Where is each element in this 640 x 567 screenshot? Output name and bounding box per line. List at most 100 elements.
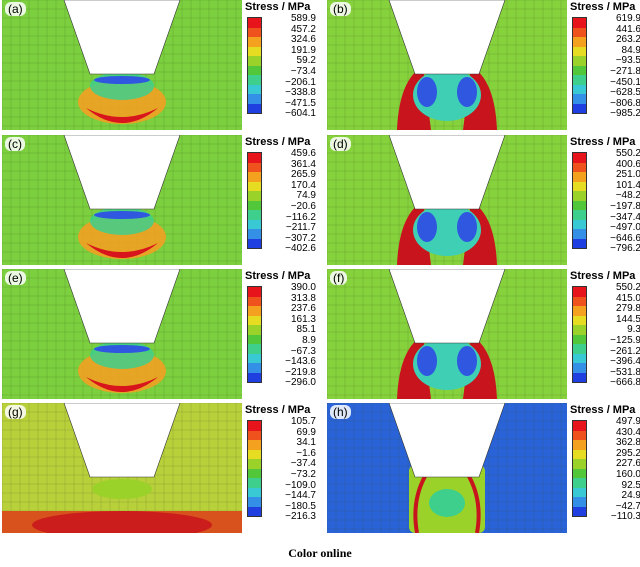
legend-tick: 441.6 bbox=[615, 23, 640, 35]
colorbar-segment bbox=[248, 94, 261, 104]
legend-tick: 550.2 bbox=[615, 148, 640, 159]
colorbar-segment bbox=[573, 287, 586, 297]
compressive-core-left bbox=[417, 212, 437, 242]
legend-tick: −93.5 bbox=[615, 55, 640, 67]
colorbar-segment bbox=[248, 191, 261, 201]
legend-tick: −531.8 bbox=[610, 366, 640, 378]
colorbar-segment bbox=[573, 103, 586, 113]
colorbar-segment bbox=[248, 421, 261, 431]
indenter-void bbox=[388, 403, 506, 478]
colorbar-segment bbox=[248, 468, 261, 478]
high-stress-band bbox=[32, 511, 212, 533]
legend-tick: −125.9 bbox=[610, 335, 640, 346]
colorbar-segment bbox=[573, 229, 586, 239]
high-stress-band bbox=[86, 377, 158, 392]
legend-tick: 313.8 bbox=[290, 292, 316, 304]
stress-legend: Stress / MPa 619.9 441.6 263.2 84.9 −93.5 −27… bbox=[570, 0, 640, 130]
legend-tick: −73.4 bbox=[290, 66, 316, 77]
colorbar-segment bbox=[248, 430, 261, 440]
indenter-void bbox=[388, 269, 506, 344]
colorbar-segment bbox=[573, 334, 586, 344]
stress-legend: Stress / MPa 589.9 457.2 324.6 191.9 59.2 −73… bbox=[245, 0, 323, 130]
legend-title: Stress / MPa bbox=[570, 136, 636, 148]
compressive-zone bbox=[92, 479, 152, 499]
legend-tick: 279.8 bbox=[615, 303, 640, 315]
panel-label: (f) bbox=[330, 271, 348, 285]
colorbar-segment bbox=[573, 421, 586, 431]
colorbar-segment bbox=[248, 478, 261, 488]
fem-stress-map bbox=[2, 0, 242, 130]
colorbar bbox=[572, 17, 587, 114]
legend-tick: −110.3 bbox=[610, 511, 640, 523]
compressive-core-left bbox=[417, 346, 437, 376]
colorbar-segment bbox=[248, 219, 261, 229]
colorbar-segment bbox=[248, 334, 261, 344]
colorbar-segment bbox=[573, 210, 586, 220]
panel-h: (h) Stress / MPa 497.9 430.4 362.8 295.2 227… bbox=[327, 403, 640, 533]
stress-legend: Stress / MPa 459.6 361.4 265.9 170.4 74.9 −20… bbox=[245, 135, 323, 265]
legend-tick: 24.9 bbox=[621, 490, 640, 502]
panel-label: (b) bbox=[330, 2, 351, 16]
colorbar-segment bbox=[248, 65, 261, 75]
legend-tick: 497.9 bbox=[615, 416, 640, 427]
panel-label: (c) bbox=[5, 137, 25, 151]
colorbar-segment bbox=[248, 372, 261, 382]
panel-label: (h) bbox=[330, 405, 351, 419]
legend-title: Stress / MPa bbox=[245, 1, 311, 13]
colorbar-segment bbox=[248, 153, 261, 163]
legend-tick: 362.8 bbox=[615, 437, 640, 449]
legend-tick: −143.6 bbox=[285, 356, 316, 368]
compressive-core-right bbox=[457, 212, 477, 242]
legend-tick: 324.6 bbox=[290, 34, 316, 46]
legend-tick: −180.5 bbox=[285, 500, 316, 512]
colorbar-segment bbox=[573, 94, 586, 104]
colorbar-segment bbox=[573, 430, 586, 440]
colorbar-segment bbox=[248, 306, 261, 316]
legend-tick: 85.1 bbox=[296, 324, 316, 336]
high-stress-band bbox=[86, 108, 158, 123]
colorbar-segment bbox=[248, 459, 261, 469]
fem-stress-map bbox=[327, 135, 567, 265]
legend-tick: −666.8 bbox=[610, 377, 640, 389]
colorbar-segment bbox=[573, 353, 586, 363]
legend-tick: −42.7 bbox=[615, 500, 640, 512]
legend-tick: 84.9 bbox=[621, 44, 640, 56]
legend-tick: 101.4 bbox=[615, 179, 640, 191]
colorbar-segment bbox=[248, 229, 261, 239]
legend-tick: 619.9 bbox=[615, 13, 640, 24]
colorbar-segment bbox=[573, 200, 586, 210]
colorbar-segment bbox=[573, 325, 586, 335]
legend-title: Stress / MPa bbox=[570, 1, 636, 13]
colorbar-segment bbox=[573, 75, 586, 85]
legend-tick: −1.6 bbox=[296, 447, 316, 459]
legend-tick: −347.4 bbox=[610, 211, 640, 223]
indenter-void bbox=[63, 403, 181, 478]
colorbar-segment bbox=[248, 84, 261, 94]
legend-tick: 144.5 bbox=[615, 313, 640, 325]
compressive-core bbox=[94, 211, 150, 219]
legend-tick: −20.6 bbox=[290, 201, 316, 212]
colorbar-segment bbox=[573, 459, 586, 469]
legend-tick: 251.0 bbox=[615, 169, 640, 181]
legend-tick: −338.8 bbox=[285, 87, 316, 99]
panel-b: (b) Stress / MPa 619.9 441.6 263.2 84.9 −93.… bbox=[327, 0, 640, 130]
fem-stress-map bbox=[327, 403, 567, 533]
colorbar-segment bbox=[248, 440, 261, 450]
colorbar-segment bbox=[573, 372, 586, 382]
colorbar-segment bbox=[573, 191, 586, 201]
colorbar-segment bbox=[573, 296, 586, 306]
colorbar-segment bbox=[248, 497, 261, 507]
panel-label: (a) bbox=[5, 2, 26, 16]
panel-g: (g) Stress / MPa 105.7 69.9 34.1 −1.6 −37.4−… bbox=[2, 403, 324, 533]
colorbar-segment bbox=[573, 37, 586, 47]
colorbar-segment bbox=[573, 181, 586, 191]
high-stress-band-left bbox=[413, 471, 429, 533]
colorbar-segment bbox=[573, 363, 586, 373]
legend-tick: 361.4 bbox=[290, 158, 316, 170]
legend-tick: 161.3 bbox=[290, 313, 316, 325]
panel-c: (c) Stress / MPa 459.6 361.4 265.9 170.4 74.… bbox=[2, 135, 324, 265]
colorbar bbox=[247, 286, 262, 383]
colorbar-segment bbox=[248, 449, 261, 459]
colorbar-segment bbox=[573, 84, 586, 94]
fem-stress-map bbox=[2, 403, 242, 533]
